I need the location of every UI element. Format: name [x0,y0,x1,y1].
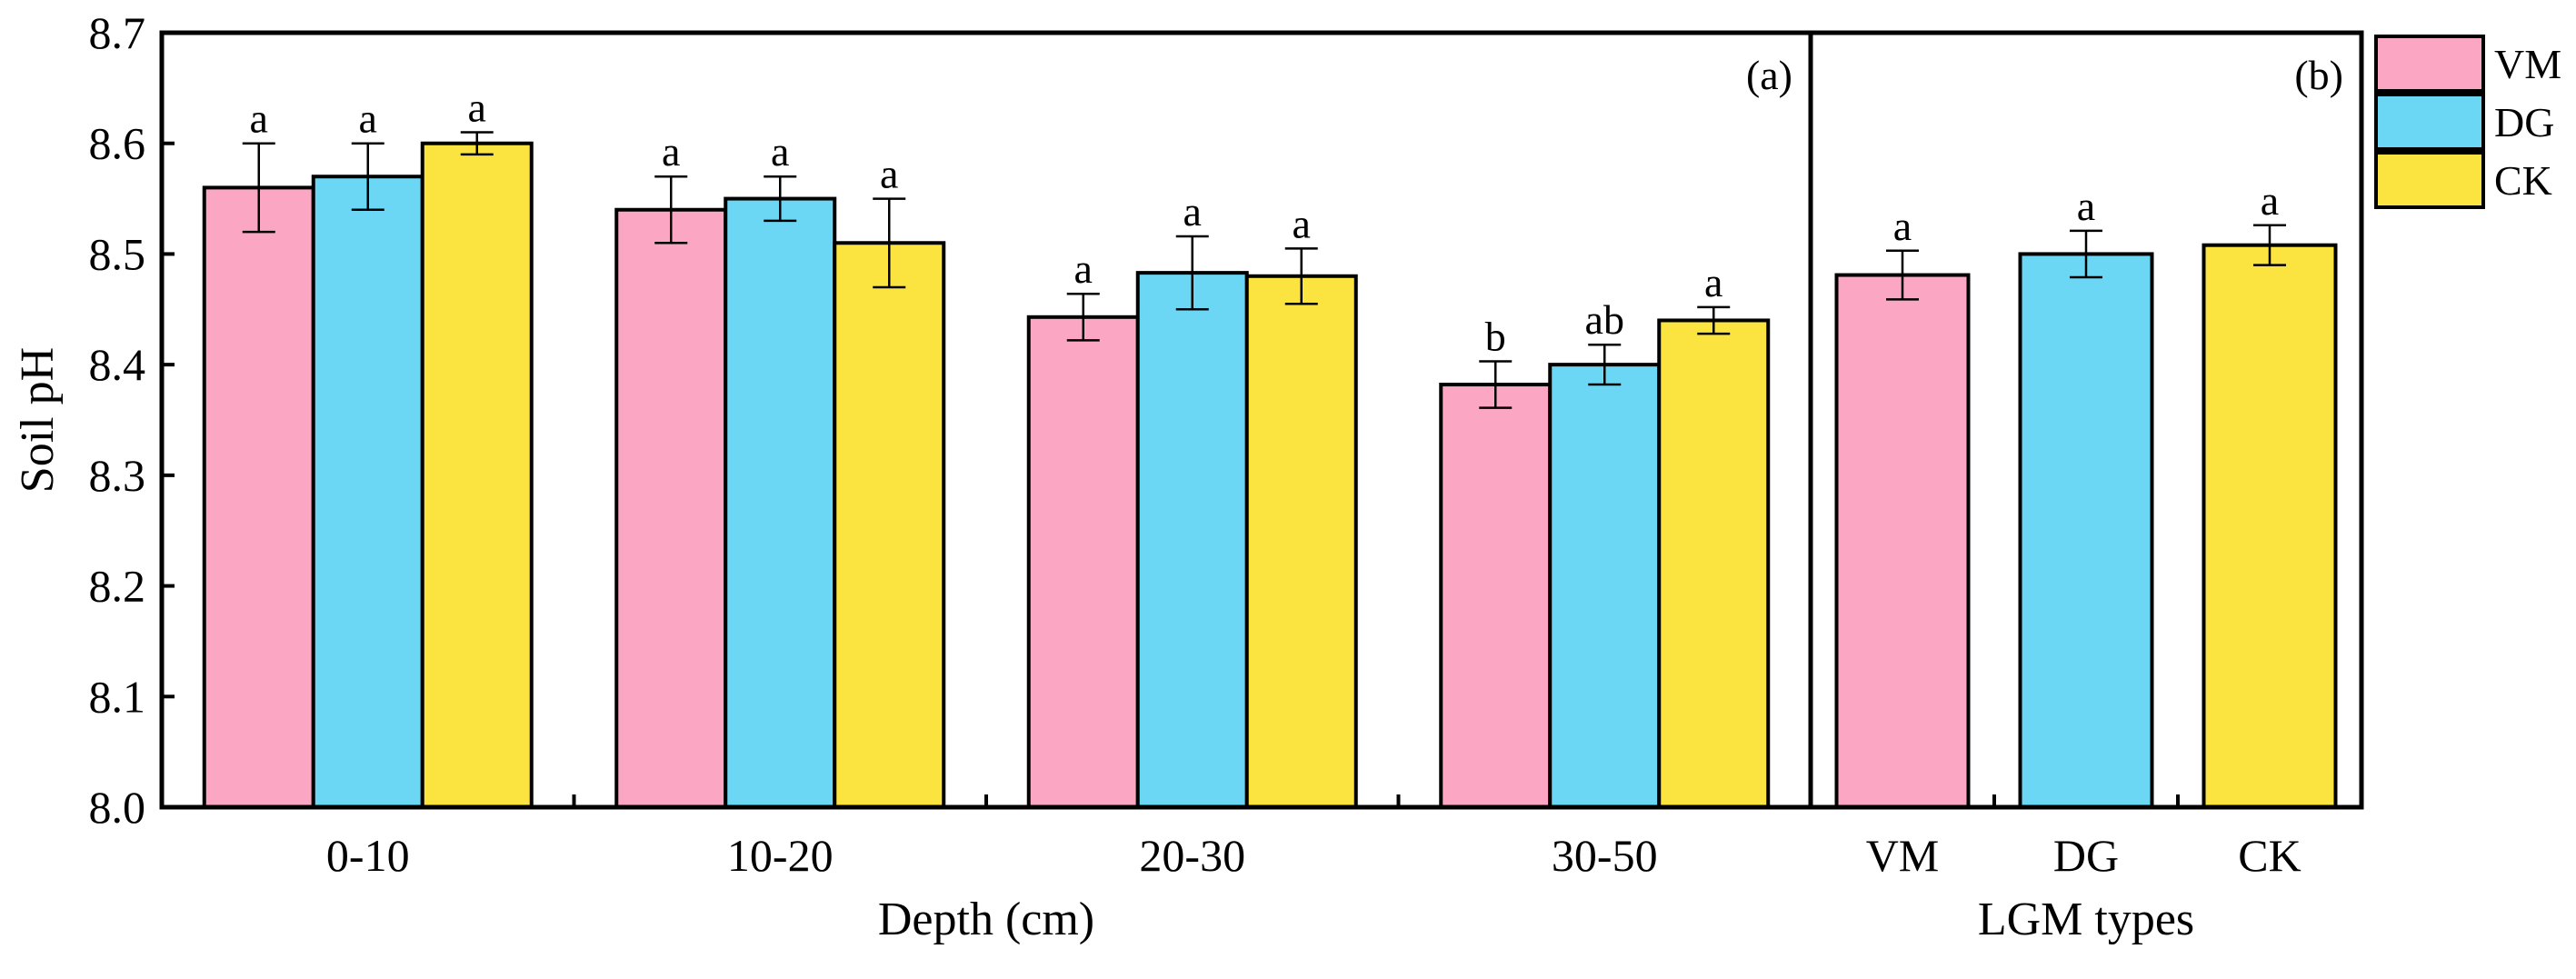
significance-label: a [662,128,680,175]
significance-label: a [1293,200,1311,246]
y-tick-label: 8.1 [89,671,146,722]
x-axis-title-a: Depth (cm) [878,894,1094,945]
panel-label-b: (b) [2294,52,2343,98]
bar-b-dg [2018,252,2154,809]
bar-b-vm [1834,273,1971,810]
x-tick-label: 0-10 [326,830,410,881]
bar-a-dg-0-10 [311,175,424,809]
significance-label: a [880,151,898,197]
significance-label: a [359,95,377,142]
bar-a-vm-0-10 [202,185,315,809]
x-tick-label: 10-20 [727,830,834,881]
x-tick-label: DG [2053,830,2119,881]
legend-swatch-vm [2374,35,2485,93]
y-tick-label: 8.7 [89,7,146,58]
y-tick-label: 8.3 [89,450,146,501]
bar-b-ck [2202,243,2338,810]
significance-label: a [2261,177,2279,224]
x-tick-label: CK [2238,830,2301,881]
significance-label: a [1183,188,1202,235]
legend-label-ck: CK [2494,157,2552,204]
bar-a-vm-10-20 [614,207,728,809]
significance-label: b [1485,313,1506,359]
significance-label: ab [1585,296,1624,343]
x-tick-label: 30-50 [1552,830,1658,881]
y-tick-label: 8.2 [89,561,146,612]
significance-label: a [1704,259,1722,305]
significance-label: a [250,95,268,142]
y-tick-label: 8.6 [89,118,146,169]
bar-a-dg-10-20 [724,196,837,810]
legend-swatch-dg [2374,93,2485,151]
significance-label: a [468,85,486,131]
plot-frame [159,30,2364,810]
bar-a-vm-20-30 [1026,315,1140,809]
y-tick-label: 8.0 [89,782,146,833]
significance-label: a [1074,245,1093,292]
bar-a-ck-30-50 [1657,318,1771,809]
bar-a-dg-30-50 [1548,363,1662,809]
significance-label: a [771,128,789,175]
bar-a-vm-30-50 [1439,383,1553,809]
bar-a-dg-20-30 [1135,271,1249,809]
y-tick-label: 8.5 [89,228,146,279]
legend-label-dg: DG [2494,99,2554,145]
significance-label: a [2077,183,2095,229]
bar-a-ck-0-10 [420,141,534,809]
bar-a-ck-10-20 [833,241,946,809]
x-tick-label: VM [1866,830,1940,881]
y-axis-title: Soil pH [12,347,64,493]
bar-a-ck-20-30 [1244,274,1358,809]
legend-label-vm: VM [2494,41,2561,87]
significance-label: a [1893,203,1912,249]
x-tick-label: 20-30 [1139,830,1245,881]
panel-label-a: (a) [1746,52,1792,98]
x-axis-title-b: LGM types [1978,894,2194,945]
y-tick-label: 8.4 [89,339,146,390]
legend-swatch-ck [2374,151,2485,209]
